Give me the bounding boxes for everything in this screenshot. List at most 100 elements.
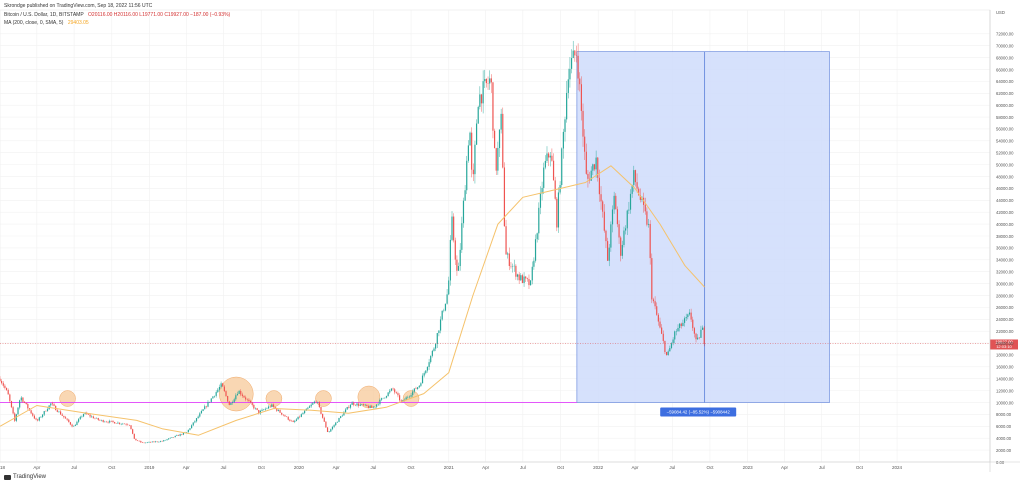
symbol-legend[interactable]: Bitcoin / U.S. Dollar, 1D, BITSTAMP O201… — [4, 12, 233, 18]
candle-body — [566, 92, 568, 120]
y-tick-label: 50000.00 — [996, 162, 1014, 167]
candle-body — [322, 413, 324, 418]
candle-body — [423, 373, 425, 376]
y-tick-label: 62000.00 — [996, 91, 1014, 96]
candle-body — [611, 209, 614, 225]
candle-body — [418, 385, 420, 388]
y-tick-label: 66000.00 — [996, 67, 1014, 72]
x-tick-label: 2023 — [743, 465, 754, 470]
y-tick-label: 30000.00 — [996, 281, 1014, 286]
candle-body — [223, 386, 225, 392]
x-tick-label: Oct — [557, 465, 565, 470]
candle-body — [369, 405, 371, 408]
y-tick-label: 52000.00 — [996, 151, 1014, 156]
candle-body — [492, 82, 494, 131]
candle-body — [277, 409, 280, 411]
candle-body — [351, 402, 353, 405]
candle-body — [621, 244, 623, 256]
candle-body — [68, 419, 70, 423]
candle-body — [652, 299, 655, 302]
candle-body — [169, 437, 171, 439]
candle-body — [367, 406, 370, 408]
candle-body — [526, 278, 528, 280]
candle-body — [130, 425, 132, 430]
candle-body — [318, 402, 320, 408]
candle-body — [647, 223, 650, 225]
candle-body — [595, 157, 597, 170]
candle-body — [228, 401, 230, 405]
candle-body — [521, 275, 524, 283]
grid-lines — [0, 9, 991, 463]
candle-body — [19, 400, 21, 408]
candle-body — [287, 416, 289, 420]
last-price-tag — [990, 339, 1018, 350]
candle-body — [523, 276, 525, 283]
candle-body — [133, 433, 135, 439]
y-axis[interactable]: 0.002000.004000.006000.008000.0010000.00… — [989, 10, 1014, 472]
candle-body — [402, 400, 404, 402]
candle-body — [670, 343, 673, 348]
candle-body — [2, 383, 4, 386]
candle-body — [590, 170, 592, 181]
candle-body — [392, 388, 394, 390]
last-price-countdown: 12:03:10 — [996, 344, 1012, 349]
candle-body — [73, 425, 75, 427]
ma-200-line — [0, 165, 705, 436]
candle-body — [574, 50, 576, 56]
candle-body — [472, 169, 474, 175]
candle-body — [551, 155, 553, 161]
candle-body — [665, 351, 668, 356]
candle-body — [584, 136, 586, 152]
candle-body — [493, 130, 496, 149]
candle-body — [613, 195, 615, 210]
ma-200-path — [0, 165, 705, 436]
candle-body — [302, 413, 304, 415]
ma-legend[interactable]: MA (200, close, 0, SMA, 5) 29403.05 — [4, 20, 92, 26]
candle-body — [366, 404, 368, 407]
x-tick-label: Apr — [33, 465, 41, 470]
candle-body — [189, 428, 191, 430]
candle-body — [282, 414, 284, 416]
candle-body — [389, 390, 391, 393]
y-tick-label: 32000.00 — [996, 269, 1014, 274]
candle-body — [412, 391, 414, 396]
candle-body — [343, 412, 345, 416]
y-tick-label: 38000.00 — [996, 234, 1014, 239]
candle-body — [417, 387, 419, 390]
x-axis[interactable]: 2018 Apr Jul Oct 2019 Apr Jul Oct 2020 Apr Jul Oct 2… — [0, 461, 1020, 470]
candle-body — [480, 94, 483, 104]
candle-body — [187, 429, 189, 433]
candle-body — [32, 413, 34, 416]
range-box-area[interactable] — [576, 51, 830, 403]
candle-body — [307, 407, 309, 409]
candle-body — [312, 403, 314, 405]
candle-body — [631, 184, 633, 194]
candle-body — [202, 409, 204, 411]
candle-body — [159, 441, 162, 442]
candle-body — [374, 406, 376, 408]
candle-body — [356, 403, 358, 406]
candle-body — [661, 327, 663, 334]
candle-body — [258, 409, 260, 414]
candle-body — [639, 195, 641, 200]
candle-body — [441, 310, 443, 320]
candle-body — [136, 440, 139, 441]
candle-body — [674, 331, 676, 340]
candle-body — [518, 274, 520, 281]
measure-range-box[interactable] — [576, 51, 830, 403]
measure-label: −59084.42 (−85.52%) −5908442 — [660, 407, 737, 417]
candle-body — [431, 350, 433, 356]
candle-body — [569, 68, 571, 80]
candle-body — [397, 393, 399, 396]
candle-body — [182, 432, 185, 435]
candle-body — [457, 266, 460, 271]
candle-body — [7, 390, 9, 395]
candle-body — [272, 404, 275, 407]
tradingview-footer[interactable]: TradingView — [4, 474, 46, 480]
candle-body — [626, 210, 628, 229]
candle-body — [50, 403, 52, 406]
candle-body — [580, 84, 582, 111]
candle-body — [474, 144, 476, 175]
x-tick-label: Oct — [408, 465, 416, 470]
